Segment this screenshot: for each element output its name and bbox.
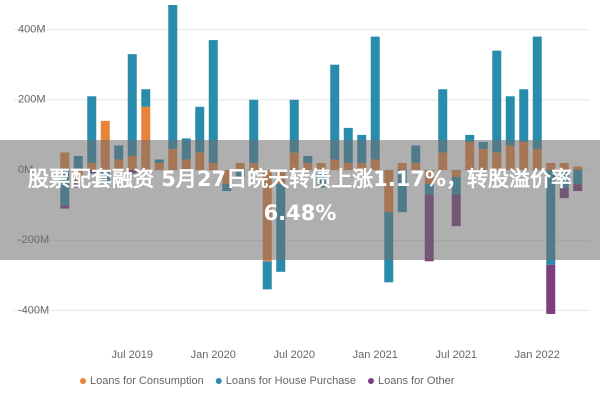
- bar-segment: [330, 64, 340, 160]
- bar-segment: [519, 89, 529, 142]
- bar-segment: [141, 89, 151, 107]
- y-tick-label: -400M: [18, 304, 49, 316]
- legend-marker: [215, 378, 222, 384]
- x-tick-label: Jan 2021: [353, 349, 398, 361]
- legend-marker: [367, 378, 374, 384]
- legend-label: Loans for Other: [378, 375, 455, 387]
- y-tick-label: 400M: [18, 23, 46, 35]
- legend-label: Loans for Consumption: [90, 375, 204, 387]
- y-tick-label: 200M: [18, 94, 46, 106]
- bar-segment: [127, 54, 137, 156]
- bar-segment: [505, 96, 515, 146]
- bar-segment: [262, 261, 272, 290]
- banner: 股票配套融资 5月27日皖天转债上涨1.17%，转股溢价率6.48%: [0, 140, 600, 260]
- bar-segment: [438, 89, 448, 153]
- bar-segment: [208, 40, 218, 163]
- bar-segment: [370, 36, 380, 160]
- x-tick-label: Jan 2020: [191, 349, 236, 361]
- bar-segment: [492, 50, 502, 153]
- bar-segment: [289, 99, 299, 153]
- x-tick-label: Jul 2020: [273, 349, 315, 361]
- bar-segment: [168, 5, 178, 149]
- x-tick-label: Jul 2019: [111, 349, 153, 361]
- bar-segment: [87, 96, 97, 163]
- bar-segment: [465, 134, 475, 142]
- bar-segment: [249, 99, 259, 163]
- bar-segment: [141, 106, 151, 170]
- bar-segment: [532, 36, 542, 149]
- bar-segment: [546, 264, 556, 314]
- legend-label: Loans for House Purchase: [226, 375, 356, 387]
- x-tick-label: Jan 2022: [515, 349, 560, 361]
- legend-marker: [80, 378, 86, 384]
- bar-segment: [195, 106, 205, 153]
- x-tick-label: Jul 2021: [435, 349, 477, 361]
